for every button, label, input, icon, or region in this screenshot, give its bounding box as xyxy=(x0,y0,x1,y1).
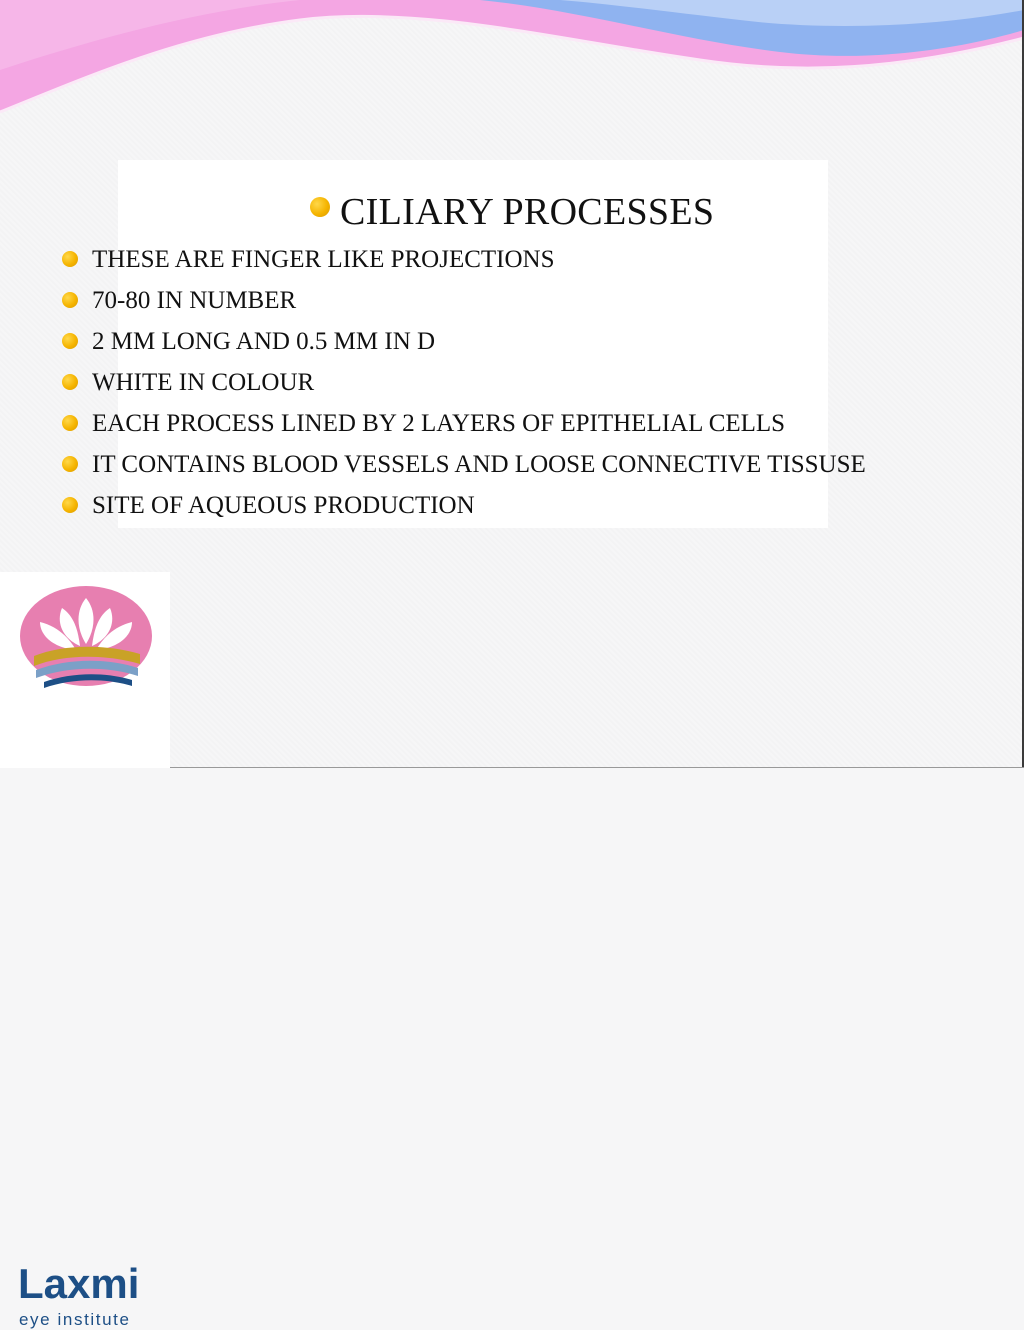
list-item-text: IT CONTAINS BLOOD VESSELS AND LOOSE CONN… xyxy=(92,448,882,482)
bullet-icon xyxy=(310,197,330,217)
list-item: 70-80 IN NUMBER xyxy=(62,284,882,318)
slide-title-text: CILIARY PROCESSES xyxy=(340,190,714,234)
list-item: 2 MM LONG AND 0.5 MM IN D xyxy=(62,325,882,359)
list-item: SITE OF AQUEOUS PRODUCTION xyxy=(62,489,882,523)
list-item-text: WHITE IN COLOUR xyxy=(92,366,882,400)
list-item: EACH PROCESS LINED BY 2 LAYERS OF EPITHE… xyxy=(62,407,882,441)
list-item-text: THESE ARE FINGER LIKE PROJECTIONS xyxy=(92,243,882,277)
list-item: WHITE IN COLOUR xyxy=(62,366,882,400)
bullet-icon xyxy=(62,497,78,513)
header-wave-decoration xyxy=(0,0,1024,150)
list-item: IT CONTAINS BLOOD VESSELS AND LOOSE CONN… xyxy=(62,448,882,482)
bullet-icon xyxy=(62,415,78,431)
list-item-text: EACH PROCESS LINED BY 2 LAYERS OF EPITHE… xyxy=(92,407,882,441)
logo-subtitle: eye institute xyxy=(19,1310,131,1330)
list-item-text: 70-80 IN NUMBER xyxy=(92,284,882,318)
lotus-logo-icon xyxy=(14,584,159,689)
list-item: THESE ARE FINGER LIKE PROJECTIONS xyxy=(62,243,882,277)
list-item-text: SITE OF AQUEOUS PRODUCTION xyxy=(92,489,882,523)
logo: Laxmi eye institute xyxy=(0,572,170,768)
slide-title: CILIARY PROCESSES xyxy=(310,190,714,234)
bullet-icon xyxy=(62,292,78,308)
bullet-icon xyxy=(62,374,78,390)
bullet-list: THESE ARE FINGER LIKE PROJECTIONS 70-80 … xyxy=(62,243,882,530)
list-item-text: 2 MM LONG AND 0.5 MM IN D xyxy=(92,325,882,359)
bullet-icon xyxy=(62,251,78,267)
logo-name: Laxmi xyxy=(18,1260,139,1308)
bullet-icon xyxy=(62,333,78,349)
bullet-icon xyxy=(62,456,78,472)
